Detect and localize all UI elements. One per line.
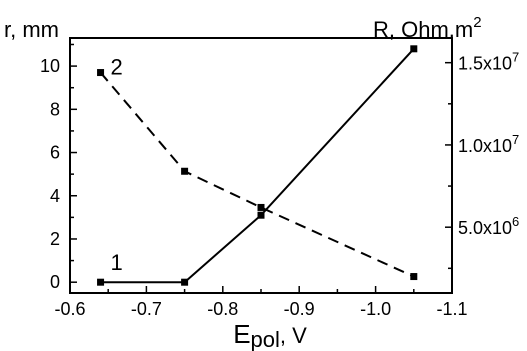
left-axis-title: r, mm (4, 17, 59, 42)
y-right-tick-label: 5.0x106 (458, 214, 519, 238)
x-axis-title: Epol, V (233, 319, 307, 351)
right-axis-title-main: R, Ohm.m (373, 17, 473, 42)
y-right-tick-label: 1.0x107 (458, 132, 519, 156)
series-1-point (97, 278, 105, 286)
series-1-point (181, 278, 189, 286)
x-tick-label: -0.6 (54, 299, 85, 319)
y-left-tick-label: 0 (50, 272, 60, 292)
series-1-point (410, 45, 418, 53)
y-left-tick-label: 4 (50, 186, 60, 206)
x-axis-title-main: E (233, 319, 250, 349)
series-2-point (410, 273, 418, 281)
x-tick-label: -0.7 (131, 299, 162, 319)
right-axis-title-sup: 2 (473, 14, 481, 31)
series-1-point (257, 211, 265, 219)
plot-frame (69, 37, 453, 294)
x-axis-title-unit: , V (280, 323, 307, 348)
series-2-point (97, 69, 105, 77)
series-2-label: 2 (111, 55, 123, 80)
series-2-point (181, 167, 189, 175)
series-2-point (257, 203, 265, 211)
x-tick-label: -0.9 (284, 299, 315, 319)
y-left-tick-label: 2 (50, 229, 60, 249)
series-line-2 (99, 71, 415, 278)
series-line-1 (100, 48, 415, 284)
x-tick-label: -1.0 (360, 299, 391, 319)
x-axis-title-sub: pol (251, 327, 280, 351)
series-1-label: 1 (111, 250, 123, 275)
right-axis-title: R, Ohm.m2 (373, 14, 482, 42)
y-left-tick-label: 6 (50, 143, 60, 163)
y-right-tick-label: 1.5x107 (458, 50, 519, 74)
ticks-layer: -0.6 -0.7 -0.8 -0.9 -1.0 -1.1 0 2 4 6 8 10 5.0x106 1.… (40, 43, 519, 319)
x-tick-label: -1.1 (436, 299, 467, 319)
series-layer: 12 (97, 45, 418, 286)
x-tick-label: -0.8 (207, 299, 238, 319)
y-left-tick-label: 8 (50, 99, 60, 119)
y-left-tick-label: 10 (40, 56, 60, 76)
